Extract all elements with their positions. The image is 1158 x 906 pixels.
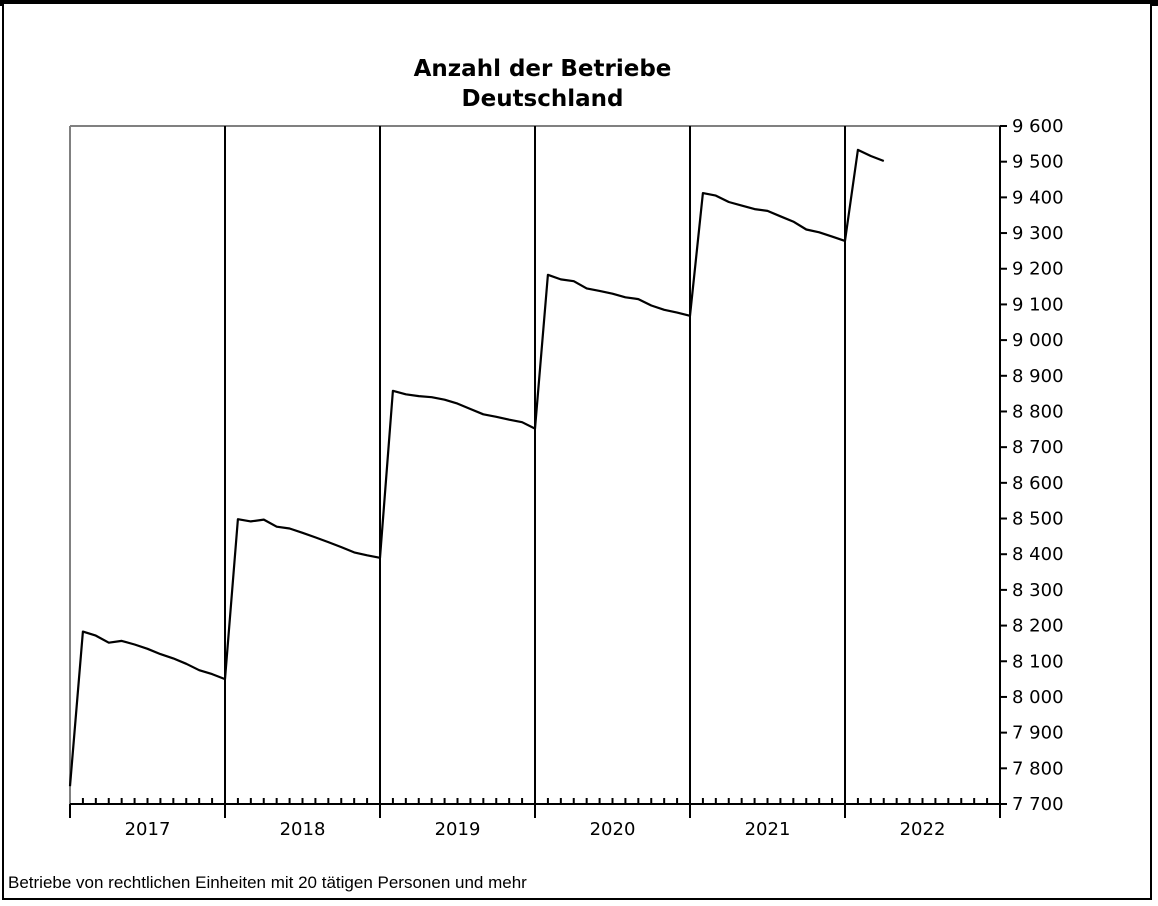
y-tick-label: 7 700 (1012, 794, 1064, 815)
y-tick-label: 9 500 (1012, 152, 1064, 173)
y-tick-label: 8 900 (1012, 366, 1064, 387)
chart-subtitle: Deutschland (461, 86, 624, 112)
y-tick-label: 9 300 (1012, 223, 1064, 244)
y-tick-label: 8 100 (1012, 651, 1064, 672)
x-tick-label: 2017 (125, 819, 171, 840)
x-tick-label: 2019 (435, 819, 481, 840)
y-tick-label: 8 200 (1012, 616, 1064, 637)
x-tick-label: 2021 (745, 819, 791, 840)
y-tick-label: 8 400 (1012, 544, 1064, 565)
y-tick-label: 8 300 (1012, 580, 1064, 601)
x-tick-label: 2018 (280, 819, 326, 840)
y-tick-label: 8 500 (1012, 509, 1064, 530)
y-tick-label: 8 000 (1012, 687, 1064, 708)
x-tick-label: 2020 (590, 819, 636, 840)
y-tick-label: 8 800 (1012, 401, 1064, 422)
chart-footnote: Betriebe von rechtlichen Einheiten mit 2… (8, 873, 527, 892)
y-tick-label: 9 200 (1012, 259, 1064, 280)
y-tick-label: 9 100 (1012, 294, 1064, 315)
y-tick-label: 9 600 (1012, 116, 1064, 137)
x-tick-label: 2022 (900, 819, 946, 840)
y-tick-label: 9 400 (1012, 187, 1064, 208)
y-tick-label: 9 000 (1012, 330, 1064, 351)
y-tick-label: 8 600 (1012, 473, 1064, 494)
chart-title: Anzahl der Betriebe (413, 56, 672, 82)
y-tick-label: 8 700 (1012, 437, 1064, 458)
y-tick-label: 7 900 (1012, 723, 1064, 744)
y-tick-label: 7 800 (1012, 758, 1064, 779)
series-line (68, 148, 885, 787)
